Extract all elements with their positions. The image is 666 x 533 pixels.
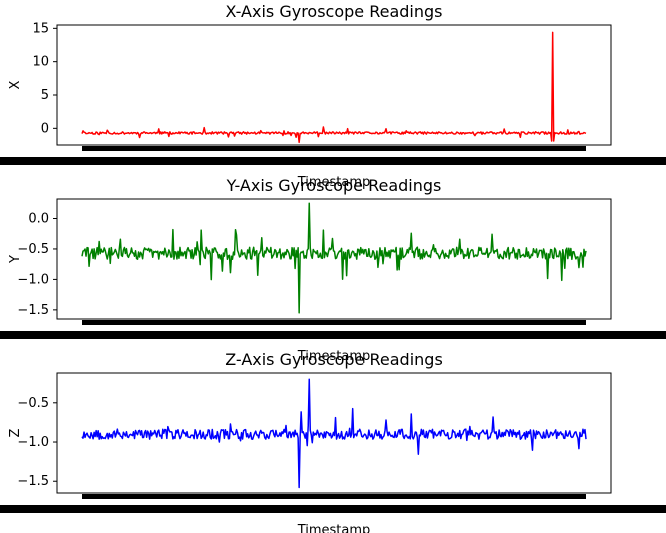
series-line-3	[81, 378, 587, 489]
y-tick-label: −1.5	[17, 303, 49, 318]
chart-title-1: X-Axis Gyroscope Readings	[225, 2, 442, 21]
x-tick-marks	[82, 494, 586, 499]
y-axis-label-1: X	[8, 80, 23, 89]
y-tick-label: −1.5	[17, 474, 49, 489]
y-tick-label: −0.5	[17, 242, 49, 257]
y-axis-label-2: Y	[8, 255, 23, 264]
y-tick-label: 0.0	[28, 211, 49, 226]
y-tick-label: 5	[41, 88, 49, 103]
chart-title-2: Y-Axis Gyroscope Readings	[226, 176, 442, 195]
x-tick-labels-overlap	[0, 505, 666, 513]
y-axis-label-3: Z	[8, 428, 23, 437]
y-tick-label: 0	[41, 121, 49, 136]
plot-frame-2	[56, 198, 612, 320]
x-tick-marks	[82, 146, 586, 151]
y-tick-label: −0.5	[17, 396, 49, 411]
chart-title-3: Z-Axis Gyroscope Readings	[225, 350, 443, 369]
x-axis-label-3: Timestamp	[297, 523, 371, 533]
y-tick-label: 10	[32, 55, 49, 70]
x-axis-label-1: Timestamp	[297, 175, 371, 190]
x-axis-label-2: Timestamp	[297, 349, 371, 364]
y-tick-label: 15	[32, 21, 49, 36]
plot-frame-1	[56, 24, 612, 146]
x-tick-marks	[82, 320, 586, 325]
x-tick-labels-overlap	[0, 331, 666, 339]
series-line-2	[81, 202, 587, 314]
y-tick-label: −1.0	[17, 435, 49, 450]
x-tick-labels-overlap	[0, 157, 666, 165]
series-line-1	[81, 31, 587, 144]
y-tick-label: −1.0	[17, 272, 49, 287]
